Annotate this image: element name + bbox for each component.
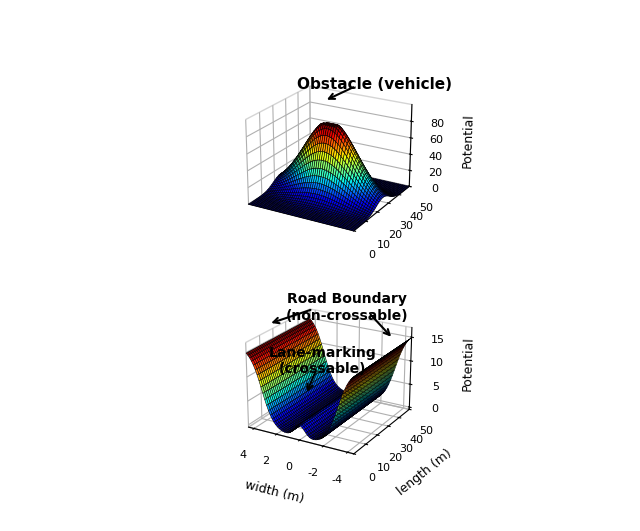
Text: Obstacle (vehicle): Obstacle (vehicle) xyxy=(297,76,452,92)
Text: Road Boundary
(non-crossable): Road Boundary (non-crossable) xyxy=(285,292,408,322)
Y-axis label: length (m): length (m) xyxy=(394,447,454,498)
X-axis label: width (m): width (m) xyxy=(243,478,305,506)
Text: Lane-marking
(crossable): Lane-marking (crossable) xyxy=(269,346,376,376)
